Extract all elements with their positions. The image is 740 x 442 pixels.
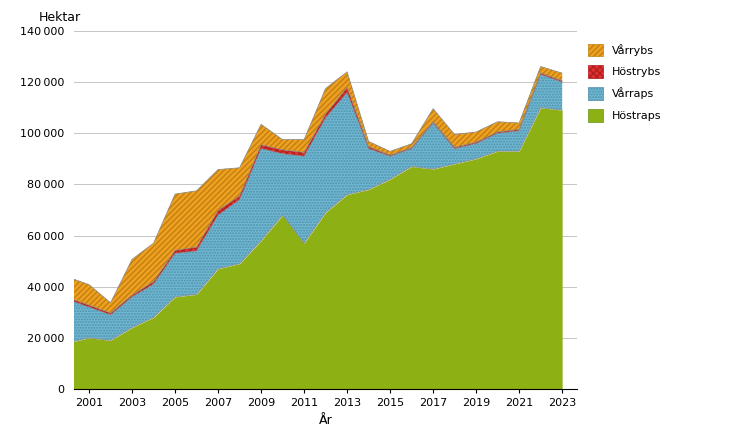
Legend: Vårrybs, Höstrybs, Vårraps, Höstraps: Vårrybs, Höstrybs, Vårraps, Höstraps [588,44,662,122]
X-axis label: År: År [319,414,332,427]
Text: Hektar: Hektar [38,11,81,24]
